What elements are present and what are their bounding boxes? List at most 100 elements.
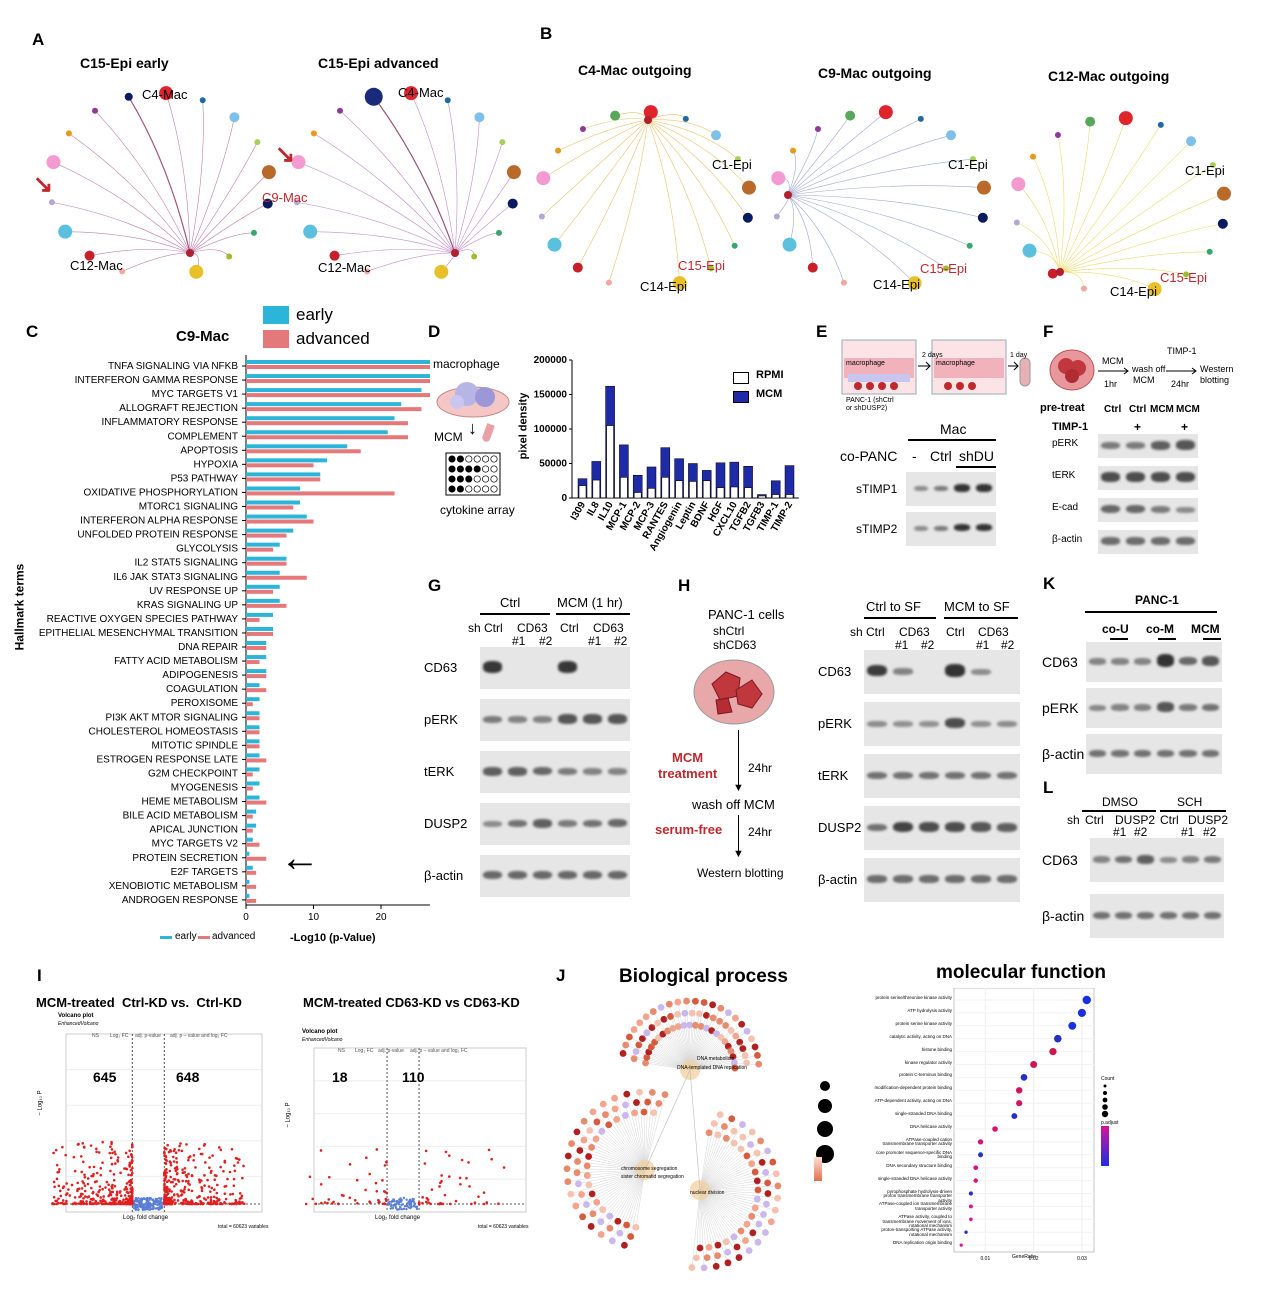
jnet-edge bbox=[633, 1029, 691, 1071]
f-24hr: 24hr bbox=[1171, 379, 1190, 389]
jnet-node bbox=[724, 1248, 732, 1256]
volcano-point bbox=[130, 1145, 134, 1149]
jnet-edge bbox=[581, 1169, 646, 1195]
volcano-point bbox=[130, 1194, 134, 1198]
volcano-point bbox=[163, 1193, 166, 1196]
volcano-point bbox=[173, 1167, 177, 1170]
i-subtitle: EnhancedVolcano bbox=[58, 1021, 99, 1027]
jnet-node bbox=[665, 1000, 673, 1008]
volcano-point bbox=[124, 1185, 128, 1189]
red-arrow-icon-2: ↘ bbox=[275, 141, 296, 168]
volcano-point bbox=[490, 1157, 493, 1161]
jnet-node bbox=[771, 1206, 779, 1214]
blot-label: pERK bbox=[1052, 438, 1079, 449]
volcano-point bbox=[98, 1185, 102, 1188]
jnet-edge bbox=[578, 1169, 646, 1184]
g-lane-3: #1 bbox=[588, 634, 602, 648]
volcano-point bbox=[115, 1193, 118, 1197]
volcano-point bbox=[173, 1193, 176, 1196]
c-bar-advanced bbox=[246, 561, 287, 566]
jnet-node bbox=[696, 1244, 704, 1252]
jnet-edge bbox=[699, 1189, 728, 1253]
volcano-point bbox=[213, 1188, 216, 1192]
jnet-edge bbox=[699, 1189, 759, 1243]
jnet-node bbox=[767, 1218, 775, 1226]
blot-band bbox=[483, 661, 502, 673]
volcano-point bbox=[76, 1181, 79, 1185]
panel-a-title-advanced: C15-Epi advanced bbox=[318, 55, 439, 71]
volcano-point bbox=[190, 1174, 194, 1177]
jnet-edge bbox=[591, 1169, 646, 1227]
volcano-point bbox=[236, 1161, 240, 1164]
jdot-xtick: 0.03 bbox=[1077, 1256, 1087, 1262]
blot-band bbox=[1088, 749, 1106, 758]
jnet-node bbox=[736, 1038, 744, 1046]
volcano-point bbox=[210, 1186, 214, 1190]
c-category-label: INTERFERON GAMMA RESPONSE bbox=[75, 375, 239, 386]
volcano-point bbox=[170, 1190, 173, 1193]
j-title-mf: molecular function bbox=[936, 962, 1106, 983]
volcano-point bbox=[487, 1148, 491, 1152]
jnet-edge bbox=[699, 1173, 777, 1191]
jnet-node bbox=[733, 1243, 741, 1251]
volcano-point bbox=[63, 1202, 67, 1206]
volcano-point bbox=[337, 1202, 340, 1206]
net-node bbox=[291, 155, 306, 170]
volcano-point bbox=[209, 1196, 213, 1199]
blot-band bbox=[583, 768, 602, 775]
jnet-node bbox=[739, 1121, 746, 1128]
volcano-point bbox=[57, 1170, 61, 1174]
c-bar-early bbox=[246, 388, 422, 393]
net-node bbox=[1206, 248, 1213, 255]
net-edge bbox=[787, 194, 845, 283]
net-edge bbox=[557, 119, 649, 151]
net-edge bbox=[787, 194, 795, 245]
volcano-point bbox=[232, 1177, 236, 1181]
jnet-node bbox=[568, 1140, 576, 1147]
d-bar-rpmi bbox=[758, 495, 766, 499]
volcano-point bbox=[142, 1197, 145, 1200]
i2-count-down: 18 bbox=[332, 1069, 348, 1085]
net-node bbox=[536, 171, 551, 186]
c-category-label: TNFA SIGNALING VIA NFKB bbox=[108, 361, 238, 372]
volcano-point bbox=[66, 1192, 69, 1195]
l-dmso: DMSO bbox=[1102, 795, 1138, 809]
jnet-node bbox=[774, 1182, 782, 1190]
volcano-point bbox=[230, 1147, 234, 1151]
volcano-point bbox=[203, 1142, 207, 1146]
c-bar-early bbox=[246, 823, 257, 828]
blot-strip bbox=[480, 647, 630, 689]
net-edge bbox=[296, 201, 456, 254]
volcano-point bbox=[131, 1189, 134, 1192]
volcano-point bbox=[101, 1198, 105, 1201]
jnet-node bbox=[716, 1017, 724, 1025]
c-bar-early bbox=[246, 514, 307, 519]
net-edge bbox=[454, 117, 480, 254]
b2-c14epi: C14-Epi bbox=[873, 277, 920, 292]
mf-term-label: single-stranded DNA helicase activity bbox=[877, 1175, 952, 1181]
blot-band bbox=[867, 823, 887, 832]
h-bar-1 bbox=[864, 617, 936, 619]
volcano-point bbox=[130, 1200, 134, 1203]
blot-band bbox=[608, 871, 627, 880]
volcano-point bbox=[116, 1156, 120, 1159]
h-shcd63: shCD63 bbox=[713, 638, 757, 652]
net-edge bbox=[367, 252, 456, 272]
b2-c1epi: C1-Epi bbox=[948, 157, 988, 172]
volcano-point bbox=[215, 1201, 218, 1204]
volcano-point bbox=[181, 1202, 184, 1206]
blot-band bbox=[997, 771, 1017, 780]
net-node bbox=[1217, 218, 1228, 229]
volcano-point bbox=[81, 1192, 84, 1196]
net-node bbox=[92, 107, 99, 114]
volcano-point bbox=[129, 1187, 133, 1190]
jnet-node bbox=[580, 1117, 588, 1125]
net-edge bbox=[647, 119, 680, 284]
jnet-edge bbox=[596, 1121, 646, 1171]
net-edge bbox=[647, 119, 717, 136]
volcano-point bbox=[163, 1146, 166, 1150]
blot-band bbox=[867, 875, 887, 884]
volcano-point bbox=[82, 1145, 86, 1149]
jnet-edge bbox=[625, 1044, 691, 1071]
volcano-point bbox=[150, 1204, 153, 1207]
